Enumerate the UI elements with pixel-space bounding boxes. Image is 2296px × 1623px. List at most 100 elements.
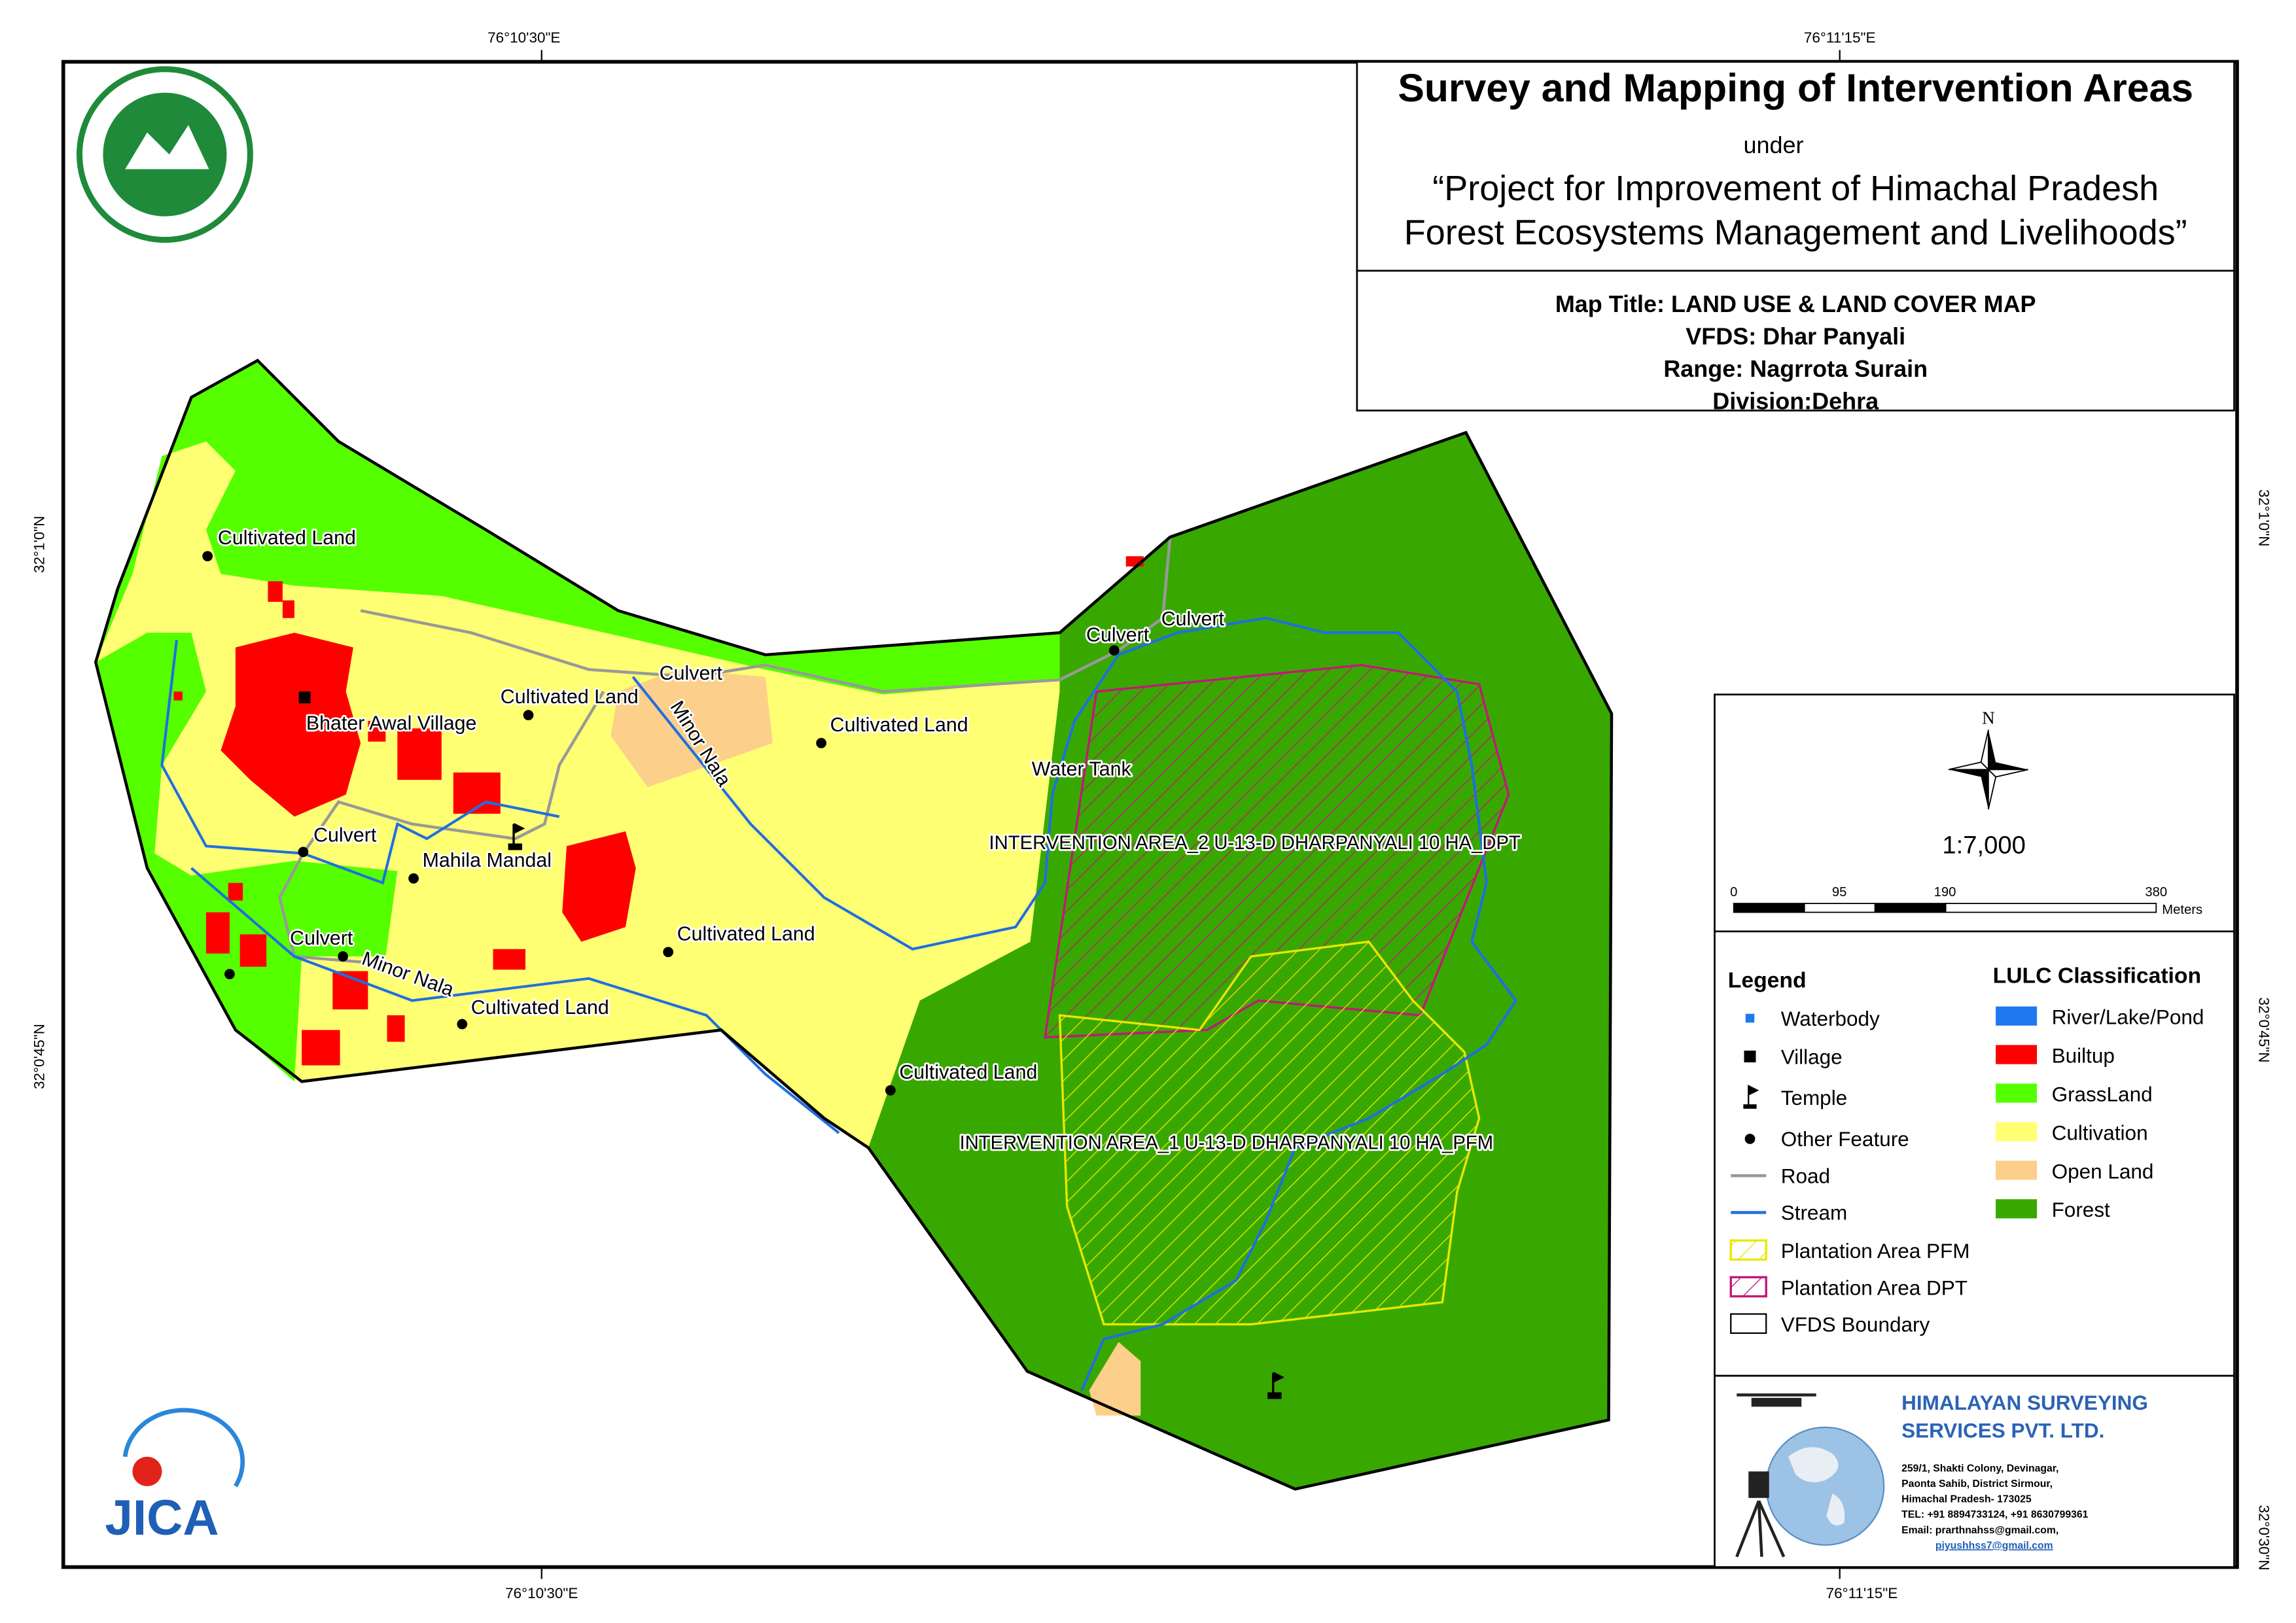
map-label: Culvert (313, 825, 377, 846)
map-label: Culvert (1161, 608, 1225, 630)
temple-marker (1267, 1372, 1284, 1399)
other-feature (1108, 645, 1120, 656)
temple-marker (508, 823, 525, 850)
point-features (202, 551, 1284, 1399)
other-feature (663, 947, 674, 958)
legend-label: VFDS Boundary (1781, 1313, 1930, 1336)
legend: Waterbody Village Temple Other Feature Road S… (1729, 1005, 2204, 1336)
north-arrow (1948, 729, 2028, 810)
project-line: Forest Ecosystems Management and Livelih… (1404, 213, 2187, 252)
builtup-block (493, 949, 526, 970)
lulc-label: Open Land (2052, 1159, 2154, 1183)
logo-dot (132, 1456, 162, 1486)
legend-symbol (1743, 1085, 1759, 1109)
arrow-part (1981, 769, 1988, 810)
lulc-label: Builtup (2052, 1043, 2115, 1067)
legend-label: Road (1781, 1164, 1830, 1187)
info-line: Division:Dehra (1712, 387, 1879, 414)
map-label: Mahila Mandal (423, 850, 552, 871)
map-info: Map Title: LAND USE & LAND COVER MAP VFDS… (1555, 290, 2036, 414)
lulc-swatch (1996, 1122, 2038, 1142)
builtup-block (239, 934, 267, 967)
map-label: INTERVENTION AREA_2 U-13-D DHARPANYALI 1… (989, 833, 1521, 854)
company-logo (1735, 1393, 1885, 1558)
map-label: Culvert (660, 663, 723, 684)
info-line: Range: Nagrrota Surain (1663, 355, 1928, 382)
coord-label: 76°11'15"E (1804, 29, 1876, 46)
legend-symbol (1729, 1239, 1767, 1261)
address-line: Email: prarthnahss@gmail.com, (1901, 1525, 2058, 1536)
builtup-block (562, 831, 636, 942)
subtitle: under (1743, 131, 1803, 158)
forest-dept-logo (76, 66, 253, 243)
globe-land (1788, 1447, 1845, 1526)
map-label: Water Tank (1032, 758, 1132, 780)
builtup-block (397, 728, 442, 780)
coord-label: 32°0'45"N (31, 1024, 48, 1089)
builtup-block (228, 882, 243, 901)
lulc-label: GrassLand (2052, 1082, 2153, 1106)
tripod (1757, 1501, 1763, 1557)
arrow-part (1988, 762, 2028, 770)
map-label: Cultivated Land (677, 923, 815, 945)
builtup-block (302, 1030, 340, 1066)
other-feature (523, 710, 534, 721)
map-label: Cultivated Land (899, 1062, 1037, 1083)
scale-tick-label: 380 (2145, 885, 2167, 899)
info-line: VFDS: Dhar Panyali (1686, 323, 1905, 349)
map-label: Culvert (1086, 625, 1150, 646)
arrow-part (1949, 769, 1988, 777)
legend-label: Stream (1781, 1201, 1847, 1225)
company-address: 259/1, Shakti Colony, Devinagar, Paonta S… (1901, 1463, 2088, 1551)
lulc-label: Forest (2052, 1198, 2110, 1221)
scale-tick-label: 0 (1730, 885, 1737, 899)
scale-segment (1803, 903, 1876, 913)
tripod (1735, 1500, 1761, 1558)
builtup-block (368, 721, 386, 742)
scale-segment (1733, 903, 1805, 913)
logo-arc (122, 1408, 245, 1488)
legend-title: Legend (1728, 968, 1807, 992)
coord-label: 32°1'0"N (31, 515, 48, 573)
builtup-block (387, 1015, 405, 1042)
logo-hills (125, 125, 209, 169)
address-line: piyushhss7@gmail.com (1935, 1540, 2053, 1551)
vfds-boundary (94, 358, 1614, 1491)
scale-bar: 0 95 190 380 Meters (1730, 885, 2202, 917)
other-feature (408, 873, 419, 884)
drone (1751, 1397, 1802, 1407)
title-block (1356, 61, 2235, 272)
legend-label: Other Feature (1781, 1127, 1909, 1151)
coord-label: 32°0'45"N (2256, 998, 2272, 1063)
scale-ratio: 1:7,000 (1942, 831, 2026, 860)
info-block (1356, 270, 2235, 411)
main-title: Survey and Mapping of Intervention Areas (1398, 65, 2193, 110)
scale-block (1714, 693, 2235, 933)
road (278, 691, 605, 966)
coord-label: 32°1'0"N (2256, 489, 2272, 547)
address-line: Paonta Sahib, District Sirmour, (1901, 1478, 2053, 1490)
coord-label: 76°10'30"E (487, 29, 560, 46)
scale-segment (1945, 903, 2157, 913)
legend-label: Plantation Area DPT (1781, 1276, 1968, 1299)
address-line: TEL: +91 8894733124, +91 8630799361 (1901, 1509, 2088, 1520)
map-label: Cultivated Land (471, 997, 609, 1019)
tripod (1757, 1500, 1786, 1558)
streams (160, 616, 1518, 1391)
plantation-pfm (1058, 940, 1481, 1326)
other-feature (202, 551, 213, 562)
legend-symbol (1744, 1134, 1756, 1144)
map-label: Cultivated Land (501, 686, 639, 708)
builtup-block (282, 600, 294, 618)
lulc-swatch (1996, 1083, 2038, 1103)
company-name: HIMALAYAN SURVEYING (1901, 1391, 2148, 1414)
info-line: Map Title: LAND USE & LAND COVER MAP (1555, 290, 2036, 317)
scale-segment (1874, 903, 1947, 913)
coord-label: 32°0'30"N (2256, 1505, 2272, 1571)
stream (190, 867, 840, 1134)
scale-unit: Meters (2162, 903, 2202, 917)
legend-symbol (1745, 1013, 1755, 1023)
north-label: N (1982, 708, 1995, 728)
other-feature (298, 846, 309, 858)
